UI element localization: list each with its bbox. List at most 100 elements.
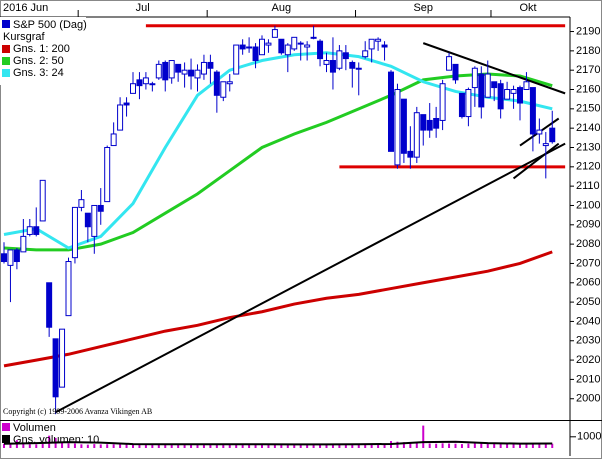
candle-body — [458, 92, 465, 118]
volume-bar — [473, 443, 476, 448]
y-tick-label: 2190 — [576, 25, 600, 37]
volume-bar — [170, 444, 173, 448]
volume-bar — [93, 444, 96, 448]
candle-body — [7, 249, 14, 266]
legend-swatch — [2, 423, 10, 431]
month-label: Sep — [413, 2, 433, 14]
candle-body — [297, 42, 304, 45]
volume-bar — [338, 444, 341, 448]
volume-bar — [138, 443, 141, 448]
candle-body — [504, 89, 511, 100]
volume-bar — [299, 444, 302, 448]
volume-bar — [441, 443, 444, 448]
candle-body — [471, 67, 478, 89]
moving-average — [3, 250, 553, 368]
volume-bar — [254, 444, 257, 448]
candle-body — [536, 129, 543, 135]
candle-body — [542, 143, 549, 147]
candle-body — [26, 226, 33, 235]
volume-bar — [325, 444, 328, 448]
candle-body — [59, 328, 66, 388]
volume-bar — [357, 444, 360, 448]
candle-body — [175, 63, 182, 73]
candle-body — [207, 61, 214, 69]
y-tick-label: 2020 — [576, 354, 600, 366]
volume-bar — [157, 444, 160, 448]
candle-body — [220, 81, 227, 98]
candle-body — [446, 56, 453, 71]
candle-body — [84, 212, 91, 228]
candle-body — [413, 112, 420, 158]
volume-bar — [544, 442, 547, 448]
volume-bar — [273, 444, 276, 448]
volume-bar — [319, 444, 322, 448]
candle-body — [529, 87, 536, 135]
volume-bar — [306, 444, 309, 448]
month-label: Aug — [272, 2, 292, 14]
candle-body — [336, 50, 343, 69]
candle-body — [342, 52, 349, 60]
candle-body — [162, 61, 169, 81]
candle-body — [271, 29, 278, 38]
volume-bar — [86, 444, 89, 448]
volume-bar — [493, 443, 496, 448]
y-tick-label: 2150 — [576, 103, 600, 115]
candle-body — [329, 60, 336, 73]
candle-body — [239, 44, 246, 50]
candle-body — [323, 60, 330, 65]
volume-bar — [144, 444, 147, 448]
legend-label: Volumen — [13, 422, 56, 434]
y-tick-label: 2110 — [576, 180, 600, 192]
y-tick-label: 2100 — [576, 199, 600, 211]
legend-label: Gns. volumen: 10 — [13, 434, 99, 446]
volume-average — [3, 440, 553, 446]
candle-body — [20, 235, 27, 253]
volume-bar — [125, 444, 128, 448]
candle-body — [78, 199, 85, 208]
trendline — [422, 42, 566, 95]
volume-bar — [448, 443, 451, 448]
candle-body — [110, 133, 117, 147]
volume-bar — [344, 444, 347, 448]
candle-body — [65, 261, 72, 317]
volume-bar — [480, 443, 483, 448]
y-tick-label: 2030 — [576, 335, 600, 347]
candle-body — [278, 38, 285, 54]
candle-body — [33, 226, 40, 235]
candle-body — [259, 38, 265, 56]
candle-body — [233, 44, 240, 75]
volume-bar — [467, 443, 470, 448]
candle-body — [362, 50, 369, 58]
legend-label: Gns. 1: 200 — [13, 43, 70, 55]
candle-body — [400, 98, 407, 154]
volume-bar — [235, 444, 238, 448]
candle-body — [491, 81, 498, 89]
month-label: Jul — [136, 2, 150, 14]
volume-bar — [422, 425, 425, 448]
candle-body — [252, 46, 259, 62]
legend-swatch — [2, 435, 10, 443]
candle-body — [510, 89, 517, 94]
candle-body — [291, 36, 298, 50]
volume-bar — [460, 444, 463, 448]
candle-body — [388, 71, 394, 152]
candle-body — [433, 118, 440, 129]
candle-body — [71, 206, 78, 259]
candle-body — [355, 67, 362, 70]
volume-bar — [248, 444, 251, 448]
legend-swatch — [2, 57, 10, 65]
volume-bar — [28, 444, 31, 448]
candle-body — [381, 44, 388, 48]
volume-bar — [409, 442, 412, 448]
y-tick-label: 2080 — [576, 238, 600, 250]
candle-body — [97, 204, 104, 212]
volume-bar — [383, 444, 386, 448]
candle-body — [46, 282, 53, 328]
candle-body — [200, 61, 207, 75]
volume-bar — [402, 442, 405, 448]
volume-bar — [261, 444, 263, 448]
volume-bar — [99, 444, 102, 448]
y-tick-label: 2050 — [576, 296, 600, 308]
